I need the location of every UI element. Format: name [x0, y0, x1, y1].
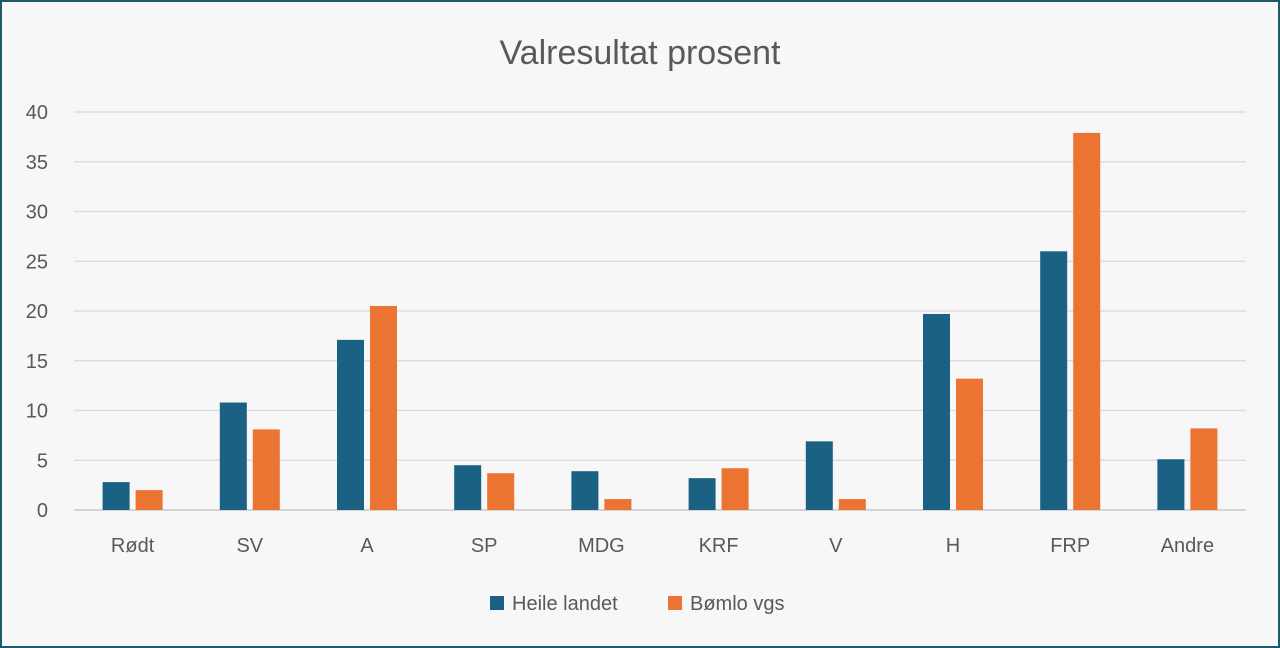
bar	[1190, 428, 1218, 510]
y-tick-label: 10	[26, 401, 48, 423]
x-tick-label: MDG	[578, 535, 625, 557]
bar	[370, 306, 397, 510]
bar	[838, 499, 866, 510]
x-tick-label: V	[829, 535, 843, 557]
legend-label: Bømlo vgs	[690, 593, 784, 615]
bar	[1040, 251, 1068, 511]
y-tick-label: 35	[26, 152, 48, 174]
y-tick-label: 30	[26, 202, 48, 224]
y-tick-label: 15	[26, 351, 48, 373]
bar	[604, 499, 632, 510]
bar	[487, 473, 515, 510]
x-tick-label: A	[360, 535, 374, 557]
bar	[571, 471, 599, 510]
x-tick-label: H	[946, 535, 960, 557]
y-tick-label: 0	[37, 500, 48, 522]
x-tick-label: SP	[471, 535, 498, 557]
bar	[102, 482, 130, 510]
bar	[721, 468, 749, 510]
legend-label: Heile landet	[512, 593, 618, 615]
bar	[454, 465, 482, 510]
x-tick-label: SV	[236, 535, 263, 557]
bar	[688, 478, 716, 510]
bar	[337, 339, 364, 510]
bar	[252, 429, 280, 510]
legend-swatch	[490, 596, 504, 610]
x-tick-label: FRP	[1050, 535, 1090, 557]
bar	[135, 490, 163, 510]
legend-swatch	[668, 596, 682, 610]
y-tick-label: 20	[26, 301, 48, 323]
x-tick-label: Rødt	[111, 535, 155, 557]
chart-title: Valresultat prosent	[500, 34, 782, 72]
y-axis-ticks: 0 5 10 15 20 25 30 35 40	[26, 102, 48, 522]
bar	[219, 402, 247, 510]
y-tick-label: 40	[26, 102, 48, 124]
bars	[102, 132, 1218, 511]
bar	[1073, 132, 1101, 510]
x-axis-ticks: Rødt SV A SP MDG KRF V H FRP Andre	[111, 535, 1214, 557]
bar	[923, 313, 950, 510]
y-tick-label: 25	[26, 251, 48, 273]
y-tick-label: 5	[37, 450, 48, 472]
bar	[805, 441, 833, 510]
x-tick-label: KRF	[699, 535, 739, 557]
x-tick-label: Andre	[1161, 535, 1214, 557]
legend: Heile landet Bømlo vgs	[490, 593, 784, 615]
gridlines	[74, 111, 1246, 511]
bar	[956, 378, 983, 510]
bar	[1157, 459, 1185, 510]
